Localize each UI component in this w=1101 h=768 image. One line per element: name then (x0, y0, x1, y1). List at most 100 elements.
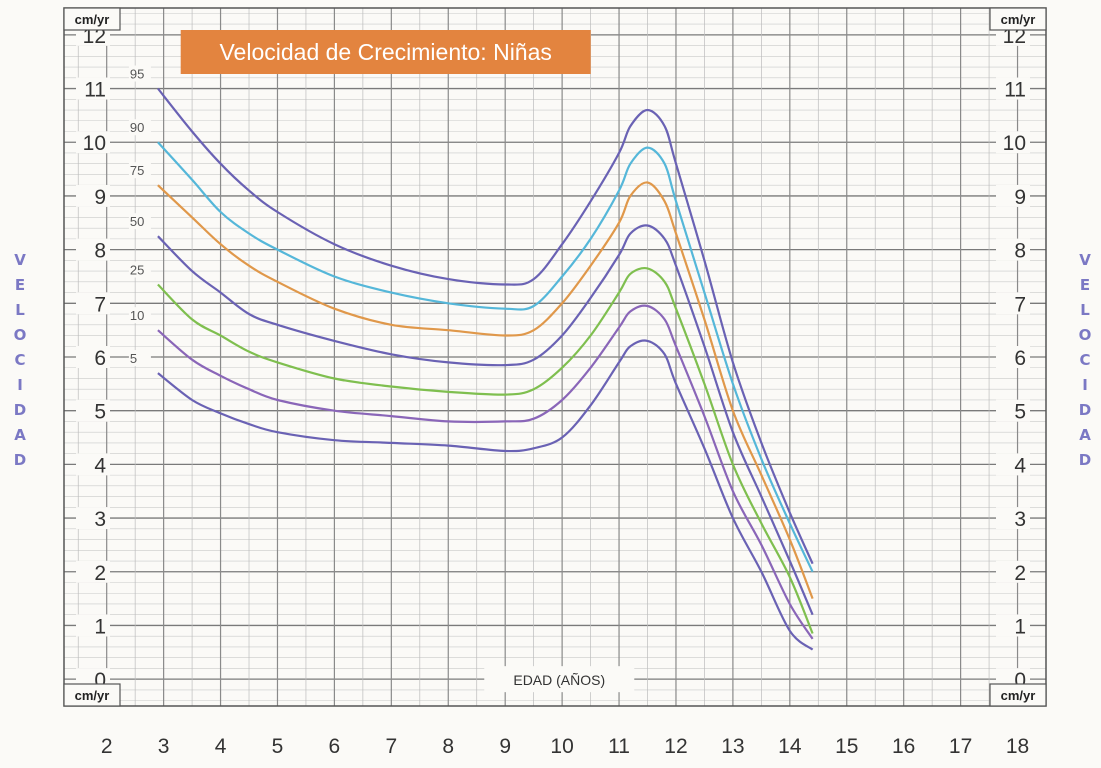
y-axis-label-letter: L (1080, 301, 1090, 319)
percentile-label-bg (128, 307, 151, 324)
x-axis-label: EDAD (AÑOS) (513, 672, 605, 688)
x-axis-label-bg (484, 666, 635, 693)
y-axis-label-letter: A (1079, 426, 1091, 444)
y-tick-label-right: 8 (1014, 240, 1026, 263)
y-axis-label-letter: I (17, 376, 23, 394)
y-tick-bg-left (76, 292, 110, 315)
y-tick-bg-left (76, 453, 110, 476)
percentile-curve-50 (157, 224, 814, 616)
y-tick-label-right: 1 (1014, 615, 1026, 638)
percentile-curve-25 (157, 266, 814, 634)
x-tick-label: 17 (949, 735, 972, 758)
x-tick-label: 3 (158, 735, 170, 758)
y-axis-label-letter: C (1079, 351, 1091, 369)
x-tick-labels: 2 3 4 5 6 7 8 9 10 11 12 13 14 15 16 17 18 (101, 735, 1029, 758)
y-tick-bg-left (76, 507, 110, 530)
y-tick-label-right: 0 (1014, 669, 1026, 692)
chart-title: Velocidad de Crecimiento: Niñas (219, 39, 551, 65)
percentile-curve-95 (157, 87, 814, 565)
y-tick-label-right: 9 (1014, 186, 1026, 209)
y-tick-label-left: 10 (83, 132, 106, 155)
y-tick-label-left: 2 (94, 562, 106, 585)
y-tick-bg-right (996, 399, 1030, 422)
y-tick-bg-right (996, 131, 1030, 154)
y-axis-label-letter: I (1082, 376, 1088, 394)
percentile-curve-10 (157, 304, 814, 640)
y-unit-top-left-box (63, 7, 121, 31)
percentile-label-5: 5 (130, 351, 137, 366)
x-tick-label: 5 (272, 735, 284, 758)
y-tick-label-right: 7 (1014, 293, 1026, 316)
y-axis-label-letter: O (13, 326, 27, 344)
x-tick-label: 10 (550, 735, 573, 758)
y-axis-label-letter: D (1078, 401, 1092, 419)
x-tick-label: 7 (385, 735, 397, 758)
y-axis-label-letter: A (14, 426, 26, 444)
y-tick-bg-left (76, 346, 110, 368)
y-unit-bottom-left-box (63, 683, 121, 707)
y-axis-label-letter: V (1079, 251, 1091, 269)
y-tick-label-right: 6 (1014, 347, 1026, 370)
x-tick-label: 13 (721, 735, 744, 758)
percentile-label-bg (128, 162, 151, 179)
y-tick-label-left: 8 (94, 240, 106, 263)
y-tick-bg-left (76, 184, 110, 207)
x-tick-label: 6 (329, 735, 341, 758)
y-unit-top-right: cm/yr (1001, 12, 1036, 27)
y-tick-bg-right (996, 184, 1030, 207)
percentile-curve-75 (157, 181, 814, 599)
x-tick-label: 9 (499, 735, 511, 758)
percentile-label-bg (128, 350, 151, 367)
percentile-label-25: 25 (130, 263, 144, 278)
y-tick-label-left: 3 (94, 508, 106, 531)
plot-border (63, 7, 1047, 707)
y-tick-bg-right (996, 292, 1030, 315)
y-tick-label-right: 4 (1014, 454, 1026, 477)
percentile-label-95: 95 (130, 67, 144, 82)
y-tick-label-right: 2 (1014, 562, 1026, 585)
y-tick-bg-right (996, 77, 1030, 100)
y-axis-label-letter: C (14, 351, 26, 369)
y-tick-bg-left (76, 77, 110, 100)
percentile-label-bg (128, 213, 151, 230)
percentile-label-bg (128, 261, 151, 278)
x-tick-label: 8 (442, 735, 454, 758)
percentile-labels: 95 90 75 50 25 10 5 (128, 65, 151, 367)
percentile-label-bg (128, 119, 151, 136)
percentile-label-bg (128, 65, 151, 82)
x-tick-label: 4 (215, 735, 227, 758)
y-unit-bottom-right: cm/yr (1001, 688, 1036, 703)
y-axis-label-letter: E (14, 276, 26, 294)
x-tick-label: 2 (101, 735, 113, 758)
y-axis-label-letter: E (1079, 276, 1091, 294)
y-tick-label-left: 0 (94, 669, 106, 692)
y-unit-top-left: cm/yr (75, 12, 110, 27)
x-tick-label: 11 (608, 735, 630, 758)
percentile-curve-5 (157, 339, 814, 651)
percentile-label-50: 50 (130, 214, 144, 229)
y-tick-bg-right (996, 560, 1030, 583)
percentile-curves (157, 87, 814, 651)
x-tick-label: 18 (1006, 735, 1029, 758)
percentile-label-10: 10 (130, 308, 144, 323)
y-axis-label-letter: L (15, 301, 25, 319)
y-unit-bottom-right-box (989, 683, 1047, 707)
y-tick-bg-right (996, 453, 1030, 476)
percentile-curve-90 (157, 141, 814, 573)
grid-lines (64, 8, 1047, 706)
y-tick-bg-right (996, 507, 1030, 530)
y-axis-label-letter: O (1078, 326, 1092, 344)
y-tick-bg-left (76, 399, 110, 422)
percentile-label-90: 90 (130, 120, 144, 135)
x-tick-label: 16 (892, 735, 915, 758)
y-tick-label-right: 11 (1004, 79, 1026, 102)
percentile-label-75: 75 (130, 163, 144, 178)
y-unit-bottom-left: cm/yr (75, 688, 110, 703)
units-and-labels: Velocidad de Crecimiento: Niñas cm/yr cm/y… (63, 7, 1047, 707)
y-axis-label-letter: V (14, 251, 26, 269)
